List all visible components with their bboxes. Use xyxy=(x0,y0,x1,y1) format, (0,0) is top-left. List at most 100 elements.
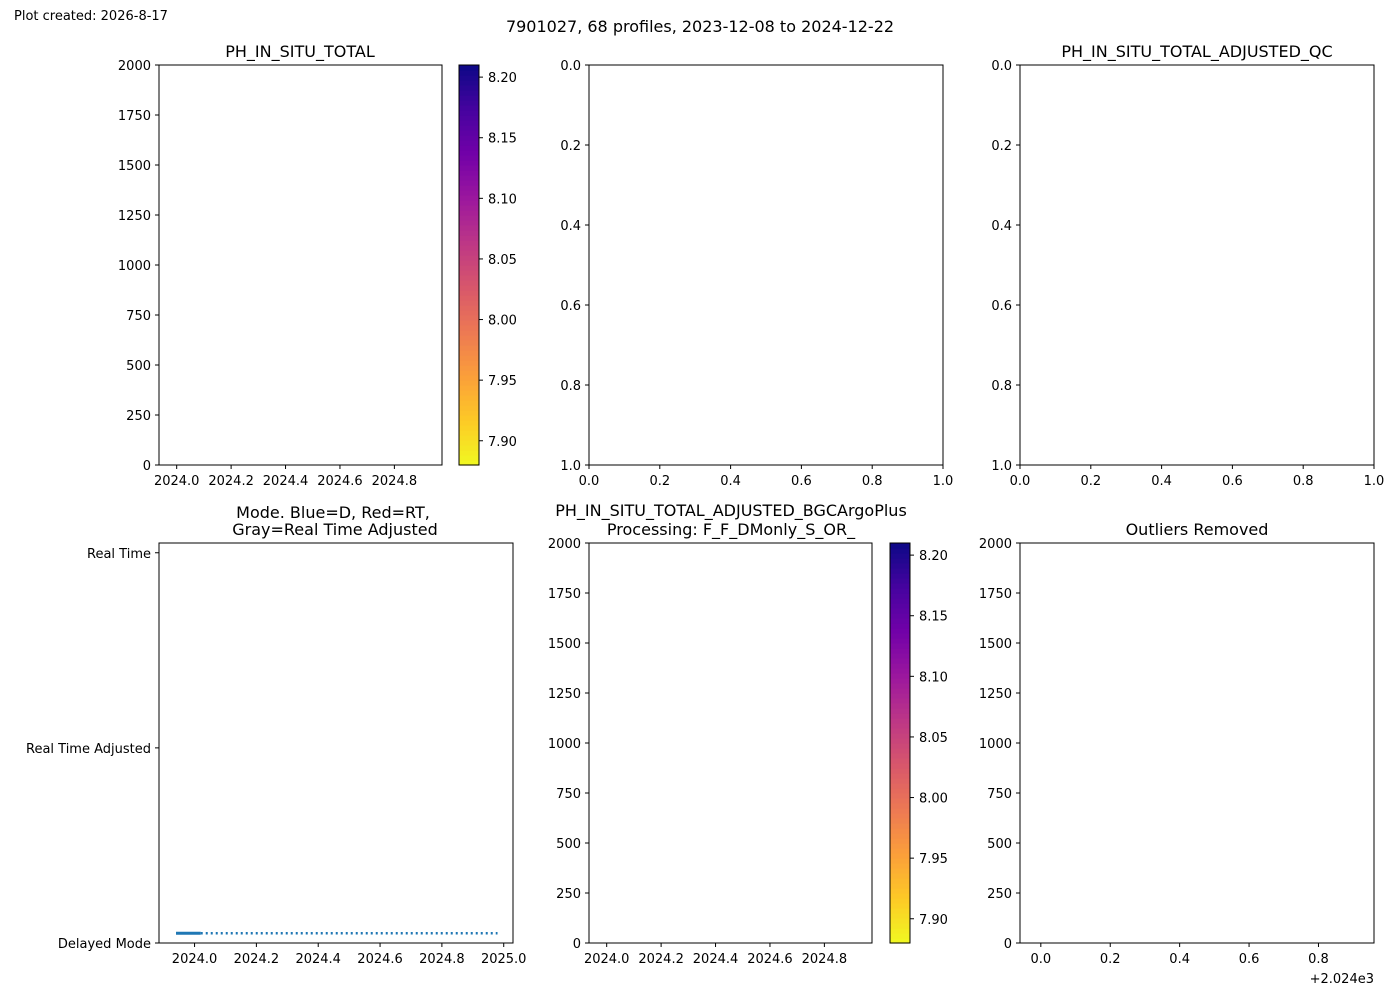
colorbar-segment xyxy=(890,753,910,759)
y-tick-label: 1.0 xyxy=(560,459,581,474)
y-tick-label: 2000 xyxy=(548,537,581,552)
y-tick-label: 1250 xyxy=(979,687,1012,702)
colorbar-segment xyxy=(459,75,479,81)
axes-frame xyxy=(588,542,873,944)
colorbar-segment xyxy=(459,175,479,181)
colorbar-segment xyxy=(459,190,479,196)
x-tick-label: 0.8 xyxy=(862,474,883,489)
colorbar-tick-label: 7.90 xyxy=(488,435,517,450)
y-tick-label: 0 xyxy=(143,459,151,474)
colorbar-segment xyxy=(890,938,910,944)
colorbar-segment xyxy=(459,315,479,321)
colorbar-segment xyxy=(459,80,479,86)
x-tick-label: 0.4 xyxy=(720,474,741,489)
colorbar-segment xyxy=(459,245,479,251)
colorbar-tick-label: 7.95 xyxy=(919,852,948,867)
y-tick-label: 0.2 xyxy=(991,139,1012,154)
colorbar-segment xyxy=(890,888,910,894)
colorbar-segment xyxy=(459,230,479,236)
axis-ticks: 2024.0 2024.2 2024.4 2024.6 2024.8 2025.0 Real… xyxy=(26,547,526,967)
x-tick-label: 2024.6 xyxy=(317,474,363,489)
colorbar-tick-label: 8.20 xyxy=(488,71,517,86)
colorbar-segment xyxy=(459,250,479,256)
colorbar-segment xyxy=(459,95,479,101)
colorbar-segment xyxy=(890,558,910,564)
colorbar-segment xyxy=(459,180,479,186)
axis-ticks: 0.0 0.2 0.4 0.6 0.8 0 250 500 750 1000 1250 1500 175… xyxy=(979,537,1329,967)
colorbar-segment xyxy=(890,893,910,899)
colorbar-segment xyxy=(459,100,479,106)
colorbar-segment xyxy=(459,440,479,446)
colorbar-segment xyxy=(890,693,910,699)
colorbar-segment xyxy=(890,798,910,804)
panel-title: PH_IN_SITU_TOTAL xyxy=(225,42,375,62)
colorbar-segment xyxy=(459,340,479,346)
y-tick-label: 0.6 xyxy=(560,299,581,314)
colorbar-segment xyxy=(890,903,910,909)
colorbar-segment xyxy=(890,583,910,589)
y-tick-label: 500 xyxy=(987,837,1012,852)
colorbar-segment xyxy=(890,738,910,744)
axes-frame xyxy=(158,64,443,466)
y-tick-label: 0.4 xyxy=(560,219,581,234)
colorbar-segment xyxy=(890,603,910,609)
colorbar-segment xyxy=(459,85,479,91)
colorbar-segment xyxy=(459,240,479,246)
y-tick-label: Real Time Adjusted xyxy=(26,742,151,757)
colorbar-segment xyxy=(459,185,479,191)
panel-title-line-1: Mode. Blue=D, Red=RT, xyxy=(236,503,430,522)
colorbar-segment xyxy=(459,405,479,411)
colorbar-segment xyxy=(459,350,479,356)
colorbar-segment xyxy=(890,643,910,649)
colorbar-tick-label: 8.15 xyxy=(488,132,517,147)
colorbar-tick-label: 8.00 xyxy=(488,314,517,329)
axis-ticks: 2024.0 2024.2 2024.4 2024.6 2024.8 0 250 500 750… xyxy=(118,59,417,489)
x-tick-label: 1.0 xyxy=(1364,474,1385,489)
colorbar-segment xyxy=(890,918,910,924)
colorbar-segment xyxy=(890,863,910,869)
colorbar-segment xyxy=(459,280,479,286)
colorbar-segment xyxy=(459,115,479,121)
colorbar-segment xyxy=(890,808,910,814)
colorbar-segment xyxy=(890,748,910,754)
colorbar-segment xyxy=(890,663,910,669)
y-tick-label: 250 xyxy=(987,887,1012,902)
panel-title-line-2: Processing: F_F_DMonly_S_OR_ xyxy=(607,520,856,540)
colorbar-segment xyxy=(459,400,479,406)
y-tick-label: 0 xyxy=(573,937,581,952)
colorbar-segment xyxy=(890,548,910,554)
colorbar-segment xyxy=(890,898,910,904)
colorbar-segment xyxy=(459,460,479,466)
y-tick-label: 0 xyxy=(1004,937,1012,952)
colorbar-segment xyxy=(459,435,479,441)
x-tick-label: 2024.0 xyxy=(172,952,218,967)
colorbar-segment xyxy=(890,718,910,724)
colorbar-segment xyxy=(459,455,479,461)
colorbar-segment xyxy=(890,553,910,559)
colorbar-segment xyxy=(459,105,479,111)
colorbar-segment xyxy=(890,703,910,709)
y-tick-label: 750 xyxy=(126,309,151,324)
y-tick-label: 1750 xyxy=(979,587,1012,602)
colorbar-segment xyxy=(890,578,910,584)
colorbar-segment xyxy=(890,618,910,624)
colorbar-segment xyxy=(890,698,910,704)
colorbar-segment xyxy=(890,688,910,694)
colorbar: 7.90 7.95 8.00 8.05 8.10 8.15 8.20 xyxy=(458,64,517,466)
colorbar-segment xyxy=(890,708,910,714)
plot-created-label: Plot created: 2026-8-17 xyxy=(14,9,168,24)
y-tick-label: 0.2 xyxy=(560,139,581,154)
y-tick-label: 1500 xyxy=(118,159,151,174)
colorbar-segment xyxy=(459,370,479,376)
colorbar-segment xyxy=(459,355,479,361)
colorbar-segment xyxy=(459,410,479,416)
colorbar-segment xyxy=(459,155,479,161)
colorbar-segment xyxy=(890,608,910,614)
colorbar-segment xyxy=(890,733,910,739)
x-tick-label: 2024.6 xyxy=(357,952,403,967)
panel-mode: Mode. Blue=D, Red=RT, Gray=Real Time Adj… xyxy=(26,503,526,967)
colorbar-segment xyxy=(890,793,910,799)
y-tick-label: 0.6 xyxy=(991,299,1012,314)
colorbar-segment xyxy=(890,653,910,659)
colorbar-segment xyxy=(890,788,910,794)
